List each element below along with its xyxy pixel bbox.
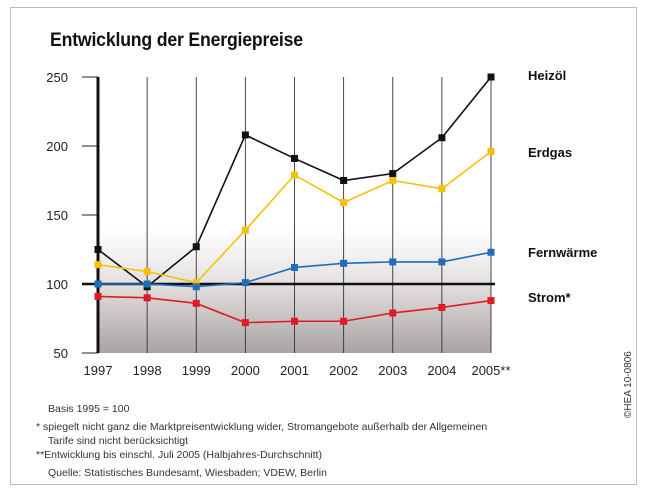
x-tick-label: 2003 (378, 363, 407, 378)
data-point (143, 280, 151, 288)
data-point (438, 303, 446, 311)
data-point (438, 185, 446, 193)
x-tick-label: 2002 (329, 363, 358, 378)
data-point (389, 309, 397, 317)
data-point (241, 279, 249, 287)
data-point (340, 317, 348, 325)
data-point (389, 170, 397, 178)
basis-note: Basis 1995 = 100 (48, 403, 130, 415)
series-label: Fernwärme (528, 245, 597, 260)
data-point (340, 199, 348, 207)
data-point (241, 226, 249, 234)
data-point (192, 283, 200, 291)
data-point (487, 148, 495, 156)
x-tick-label: 1999 (182, 363, 211, 378)
data-point (241, 131, 249, 139)
x-tick-label: 2001 (280, 363, 309, 378)
data-point (291, 171, 298, 179)
data-point (340, 177, 348, 184)
figure-frame (10, 7, 637, 485)
data-point (487, 73, 495, 81)
x-tick-label: 1997 (84, 363, 113, 378)
y-tick-label: 100 (46, 277, 68, 292)
data-point (340, 259, 348, 267)
data-point (94, 246, 102, 253)
data-point (143, 294, 151, 302)
data-point (291, 154, 298, 162)
data-point (291, 317, 298, 325)
series-label: Heizöl (528, 68, 566, 83)
data-point (192, 243, 200, 251)
x-tick-label: 1998 (133, 363, 162, 378)
data-point (291, 263, 298, 271)
data-point (192, 299, 200, 307)
y-tick-label: 200 (46, 139, 68, 154)
series-labels: Heizöl Erdgas Fernwärme Strom* (528, 68, 597, 305)
series-label: Strom* (528, 290, 572, 305)
data-point (438, 134, 446, 142)
x-tick-label: 2000 (231, 363, 260, 378)
chart-title: Entwicklung der Energiepreise (50, 30, 303, 51)
data-point (487, 297, 495, 305)
data-point (94, 280, 102, 288)
x-tick-label: 2004 (427, 363, 456, 378)
footnote-double-star: **Entwicklung bis einschl. Juli 2005 (Ha… (36, 449, 322, 461)
series-lines (94, 73, 495, 327)
data-point (241, 319, 249, 327)
data-point (94, 292, 102, 300)
y-tick-label: 150 (46, 208, 68, 223)
data-point (389, 177, 397, 184)
footnote-star-cont: Tarife sind nicht berücksichtigt (48, 435, 189, 447)
x-tick-label: 2005** (471, 363, 510, 378)
y-tick-label: 50 (54, 346, 68, 361)
copyright-credit: ©HEA 10-0806 (623, 351, 634, 418)
footnotes: Basis 1995 = 100 * spiegelt nicht ganz d… (36, 402, 487, 480)
data-point (192, 279, 200, 287)
data-point (389, 258, 397, 266)
y-tick-label: 250 (46, 70, 68, 85)
series-label: Erdgas (528, 145, 572, 160)
data-point (143, 268, 151, 276)
data-point (94, 261, 102, 269)
data-point (438, 258, 446, 266)
data-point (487, 248, 495, 256)
source-note: Quelle: Statistisches Bundesamt, Wiesbad… (48, 467, 327, 479)
footnote-star: * spiegelt nicht ganz die Marktpreisentw… (36, 421, 488, 433)
